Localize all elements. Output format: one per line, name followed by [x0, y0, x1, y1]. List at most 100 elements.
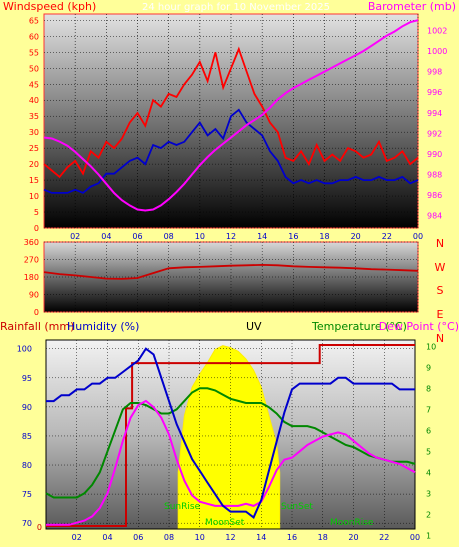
- humidity-y-tick-label: 95: [22, 374, 32, 383]
- environment-x-tick-label: 16: [287, 533, 297, 542]
- environment-x-tick-label: 18: [318, 533, 328, 542]
- wind-y-tick-label: 25: [29, 144, 39, 153]
- direction-y-tick-labels: 0 90 180 270 360: [24, 238, 39, 317]
- barometer-y-tick-label: 998: [427, 68, 442, 77]
- direction-grid: [44, 241, 419, 313]
- environment-x-tick-label: 04: [102, 533, 112, 542]
- temperature-y-tick-label: 5: [426, 447, 431, 456]
- barometer-y-tick-label: 990: [427, 150, 442, 159]
- wind-series: [43, 19, 419, 212]
- temperature-y-tick-label: 3: [426, 489, 431, 498]
- environment-x-tick-labels: 02 04 06 08 10 12 14 16 18 20 22 00: [72, 533, 420, 542]
- wind-x-tick-label: 18: [319, 232, 329, 241]
- compass-label: W: [435, 261, 446, 274]
- humidity-y-tick-label: 100: [17, 345, 32, 354]
- wind-y-tick-label: 35: [29, 112, 39, 121]
- direction-y-tick-label: 0: [34, 308, 39, 317]
- temperature-y-tick-label: 1: [426, 531, 431, 540]
- windspeed-line: [43, 108, 419, 194]
- environment-x-tick-label: 12: [225, 533, 235, 542]
- barometer-y-tick-label: 984: [427, 212, 442, 221]
- direction-y-tick-label: 270: [24, 256, 39, 265]
- wind-x-tick-label: 08: [164, 232, 174, 241]
- wind-y-tick-label: 0: [34, 224, 39, 233]
- environment-x-tick-label: 02: [72, 533, 82, 542]
- barometer-y-tick-label: 994: [427, 109, 442, 118]
- wind-y-tick-label: 10: [29, 192, 39, 201]
- barometer-y-tick-label: 986: [427, 191, 442, 200]
- wind-y-tick-label: 45: [29, 80, 39, 89]
- wind-x-tick-label: 20: [351, 232, 361, 241]
- humidity-y-tick-label: 75: [22, 490, 32, 499]
- direction-y-tick-label: 90: [29, 291, 39, 300]
- environment-x-tick-label: 20: [348, 533, 358, 542]
- humidity-y-tick-label: 80: [22, 461, 32, 470]
- humidity-y-tick-label: 85: [22, 432, 32, 441]
- wind-y-tick-label: 30: [29, 128, 39, 137]
- environment-x-tick-label: 10: [195, 533, 205, 542]
- windgust-line: [43, 46, 419, 179]
- wind-x-tick-label: 10: [195, 232, 205, 241]
- wind-y-tick-label: 5: [34, 208, 39, 217]
- windspeed-axis-label: Windspeed (kph): [3, 0, 96, 13]
- wind-y-tick-label: 20: [29, 160, 39, 169]
- temperature-y-tick-label: 6: [426, 426, 431, 435]
- wind-y-tick-label: 55: [29, 48, 39, 57]
- rain-y-tick-label: 0: [37, 523, 42, 532]
- temperature-axis-label: Temperature (°C): [311, 320, 407, 333]
- barometer-y-tick-labels: 984 986 988 990 992 994 996 998 1000 1002: [427, 26, 447, 220]
- environment-x-tick-label: 14: [256, 533, 266, 542]
- wind-x-tick-label: 02: [70, 232, 80, 241]
- uv-axis-label: UV: [246, 320, 262, 333]
- temperature-line: [45, 387, 416, 499]
- moonset-annotation: MoonSet: [205, 518, 245, 528]
- wind-x-tick-label: 22: [382, 232, 392, 241]
- humidity-y-tick-label: 90: [22, 403, 32, 412]
- wind-x-tick-label: 12: [226, 232, 236, 241]
- wind-y-tick-label: 40: [29, 96, 39, 105]
- barometer-axis-label: Barometer (mb): [368, 0, 456, 13]
- wind-y-tick-label: 15: [29, 176, 39, 185]
- environment-x-tick-label: 22: [379, 533, 389, 542]
- sunset-annotation: SunSet: [281, 502, 313, 512]
- barometer-y-tick-label: 992: [427, 129, 442, 138]
- uv-series: [177, 345, 281, 530]
- humidity-y-tick-label: 70: [22, 519, 32, 528]
- rainfall-line: [46, 344, 415, 527]
- temperature-y-tick-label: 7: [426, 405, 431, 414]
- temperature-y-tick-label: 8: [426, 384, 431, 393]
- compass-label: N: [436, 237, 444, 250]
- temperature-y-tick-label: 9: [426, 363, 431, 372]
- wind-barometer-chart: 02 04 06 08 10 12 14 16 18 20 22 00 0 5 10 15 20 25 30 35 4…: [3, 0, 456, 241]
- humidity-line: [46, 347, 415, 519]
- environment-series: [45, 344, 416, 527]
- compass-label: E: [437, 308, 444, 321]
- wind-x-tick-label: 04: [101, 232, 111, 241]
- barometer-y-tick-label: 988: [427, 171, 442, 180]
- chart-title: 24 hour graph for 10 November 2025: [142, 2, 330, 13]
- environment-x-tick-label: 08: [164, 533, 174, 542]
- dewpoint-line: [46, 399, 416, 526]
- barometer-line: [43, 19, 419, 212]
- dewpoint-axis-label: Dew Point (°C): [379, 320, 459, 333]
- wind-y-tick-label: 65: [29, 16, 39, 25]
- compass-label: S: [437, 284, 444, 297]
- wind-plot-background: [44, 14, 418, 228]
- compass-label: N: [436, 332, 444, 345]
- temperature-y-tick-label: 2: [426, 510, 431, 519]
- wind-y-tick-label: 60: [29, 32, 39, 41]
- temperature-y-tick-labels: 1 2 3 4 5 6 7 8 9 10: [426, 342, 436, 540]
- wind-y-tick-labels: 0 5 10 15 20 25 30 35 40 45 50 55 60 65: [29, 16, 39, 233]
- wind-x-tick-label: 00: [413, 232, 423, 241]
- direction-y-tick-label: 180: [24, 273, 39, 282]
- direction-series: [43, 263, 419, 280]
- rain-y-tick-labels: 0: [37, 523, 42, 532]
- humidity-axis-label: Humidity (%): [67, 320, 139, 333]
- rainfall-axis-label: Rainfall (mm): [0, 320, 74, 333]
- temperature-y-tick-label: 10: [426, 342, 436, 351]
- direction-y-tick-label: 360: [24, 238, 39, 247]
